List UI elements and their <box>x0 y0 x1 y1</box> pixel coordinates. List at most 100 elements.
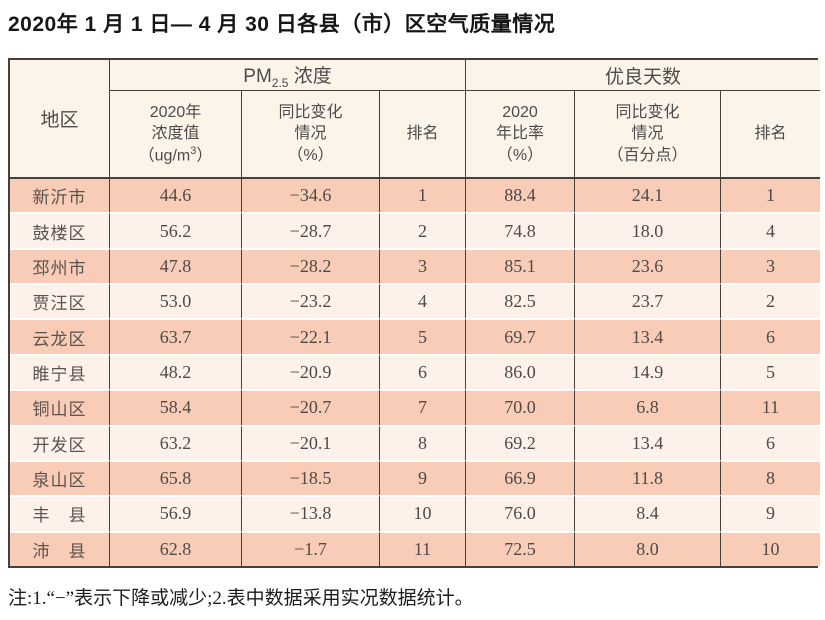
pm-value-column-header: 2020年 浓度值 （ug/m3） <box>109 91 241 179</box>
good-rank-cell: 10 <box>720 530 821 566</box>
good-ratio-column-header: 2020 年比率 （%） <box>465 91 575 179</box>
good-rank-cell: 2 <box>720 283 821 319</box>
good-ratio-cell: 72.5 <box>465 530 575 566</box>
pm-rank-cell: 11 <box>379 530 466 566</box>
region-cell: 新沂市 <box>10 179 109 213</box>
pm-change-cell: −22.1 <box>241 318 379 354</box>
good-ratio-cell: 76.0 <box>465 495 575 531</box>
pm-rank-column-header: 排名 <box>379 91 466 179</box>
table-body: 新沂市 44.6 −34.6 1 88.4 24.1 1 鼓楼区 56.2 −2… <box>10 179 821 566</box>
good-ratio-cell: 86.0 <box>465 353 575 390</box>
region-cell: 泉山区 <box>10 459 109 496</box>
good-rank-cell: 9 <box>720 495 821 531</box>
pm-rank-cell: 3 <box>379 247 466 284</box>
pm-value-cell: 56.2 <box>109 212 241 248</box>
good-ratio-cell: 88.4 <box>465 179 575 213</box>
pm-rank-cell: 7 <box>379 389 466 425</box>
region-cell: 铜山区 <box>10 389 109 425</box>
good-ratio-cell: 74.8 <box>465 212 575 248</box>
pm-value-cell: 65.8 <box>109 459 241 496</box>
pm-rank-cell: 5 <box>379 318 466 354</box>
pm-change-cell: −20.9 <box>241 353 379 390</box>
good-ratio-cell: 69.7 <box>465 318 575 354</box>
pm-value-cell: 58.4 <box>109 389 241 425</box>
pm-value-cell: 48.2 <box>109 353 241 390</box>
pm-change-cell: −28.7 <box>241 212 379 248</box>
table-row: 鼓楼区 56.2 −28.7 2 74.8 18.0 4 <box>10 212 821 248</box>
column-header-row: 2020年 浓度值 （ug/m3） 同比变化 情况 （%） 排名 2020 年比… <box>10 91 821 179</box>
good-ratio-cell: 70.0 <box>465 389 575 425</box>
pm-change-cell: −20.1 <box>241 424 379 460</box>
pm-value-header-line1: 2020年 <box>149 103 202 121</box>
good-change-cell: 13.4 <box>574 424 721 460</box>
good-ratio-cell: 85.1 <box>465 247 575 284</box>
pm-rank-cell: 9 <box>379 459 466 496</box>
good-change-cell: 18.0 <box>574 212 721 248</box>
region-cell: 丰 县 <box>10 495 109 531</box>
page-title: 2020年 1 月 1 日— 4 月 30 日各县（市）区空气质量情况 <box>8 13 556 36</box>
table-row: 邳州市 47.8 −28.2 3 85.1 23.6 3 <box>10 247 821 284</box>
table-row: 新沂市 44.6 −34.6 1 88.4 24.1 1 <box>10 179 821 213</box>
good-change-cell: 13.4 <box>574 318 721 354</box>
pm-value-cell: 63.7 <box>109 318 241 354</box>
region-cell: 睢宁县 <box>10 353 109 390</box>
good-rank-cell: 11 <box>720 389 821 425</box>
region-cell: 贾汪区 <box>10 283 109 319</box>
good-change-cell: 14.9 <box>574 353 721 390</box>
pm-change-cell: −28.2 <box>241 247 379 284</box>
good-change-column-header: 同比变化 情况 （百分点） <box>574 91 721 179</box>
table-row: 云龙区 63.7 −22.1 5 69.7 13.4 6 <box>10 318 821 354</box>
pm-rank-cell: 8 <box>379 424 466 460</box>
good-rank-cell: 6 <box>720 424 821 460</box>
good-change-cell: 23.7 <box>574 283 721 319</box>
pm25-label-suffix: 浓度 <box>288 65 332 87</box>
pm-rank-cell: 4 <box>379 283 466 319</box>
table-row: 沛 县 62.8 −1.7 11 72.5 8.0 10 <box>10 530 821 566</box>
pm-change-cell: −34.6 <box>241 179 379 213</box>
good-change-cell: 24.1 <box>574 179 721 213</box>
good-rank-cell: 1 <box>720 179 821 213</box>
region-column-header: 地区 <box>10 60 109 179</box>
pm-value-cell: 53.0 <box>109 283 241 319</box>
pm-rank-cell: 10 <box>379 495 466 531</box>
good-rank-cell: 8 <box>720 459 821 496</box>
pm-value-cell: 62.8 <box>109 530 241 566</box>
table-row: 泉山区 65.8 −18.5 9 66.9 11.8 8 <box>10 459 821 496</box>
cubic-superscript: 3 <box>190 144 197 157</box>
good-rank-column-header: 排名 <box>720 91 821 179</box>
pm-change-cell: −18.5 <box>241 459 379 496</box>
pm-rank-cell: 6 <box>379 353 466 390</box>
table-row: 开发区 63.2 −20.1 8 69.2 13.4 6 <box>10 424 821 460</box>
region-cell: 开发区 <box>10 424 109 460</box>
table-row: 铜山区 58.4 −20.7 7 70.0 6.8 11 <box>10 389 821 425</box>
good-ratio-cell: 69.2 <box>465 424 575 460</box>
pm-value-cell: 47.8 <box>109 247 241 284</box>
pm-rank-cell: 1 <box>379 179 466 213</box>
pm-change-cell: −13.8 <box>241 495 379 531</box>
table-row: 丰 县 56.9 −13.8 10 76.0 8.4 9 <box>10 495 821 531</box>
data-table: 地区 PM2.5 浓度 优良天数 2020年 浓度值 （ug/m3） 同比变化 … <box>10 60 821 566</box>
pm-change-cell: −20.7 <box>241 389 379 425</box>
good-days-section-header: 优良天数 <box>465 60 821 91</box>
pm25-label-prefix: PM <box>243 65 272 87</box>
table-row: 贾汪区 53.0 −23.2 4 82.5 23.7 2 <box>10 283 821 319</box>
pm-rank-cell: 2 <box>379 212 466 248</box>
good-rank-cell: 6 <box>720 318 821 354</box>
pm-change-column-header: 同比变化 情况 （%） <box>241 91 379 179</box>
region-cell: 鼓楼区 <box>10 212 109 248</box>
region-cell: 云龙区 <box>10 318 109 354</box>
pm-value-header-line2: 浓度值 <box>151 124 200 142</box>
pm-value-cell: 63.2 <box>109 424 241 460</box>
good-change-cell: 8.0 <box>574 530 721 566</box>
good-rank-cell: 3 <box>720 247 821 284</box>
pm-value-header-unit: （ug/m3） <box>138 144 213 165</box>
good-rank-cell: 4 <box>720 212 821 248</box>
pm25-label-subscript: 2.5 <box>271 75 289 90</box>
pm25-section-header: PM2.5 浓度 <box>109 60 466 91</box>
pm-value-cell: 56.9 <box>109 495 241 531</box>
region-cell: 沛 县 <box>10 530 109 566</box>
air-quality-table: 地区 PM2.5 浓度 优良天数 2020年 浓度值 （ug/m3） 同比变化 … <box>8 58 821 568</box>
pm-value-cell: 44.6 <box>109 179 241 213</box>
footnote: 注:1.“−”表示下降或减少;2.表中数据采用实况数据统计。 <box>8 588 474 609</box>
region-cell: 邳州市 <box>10 247 109 284</box>
